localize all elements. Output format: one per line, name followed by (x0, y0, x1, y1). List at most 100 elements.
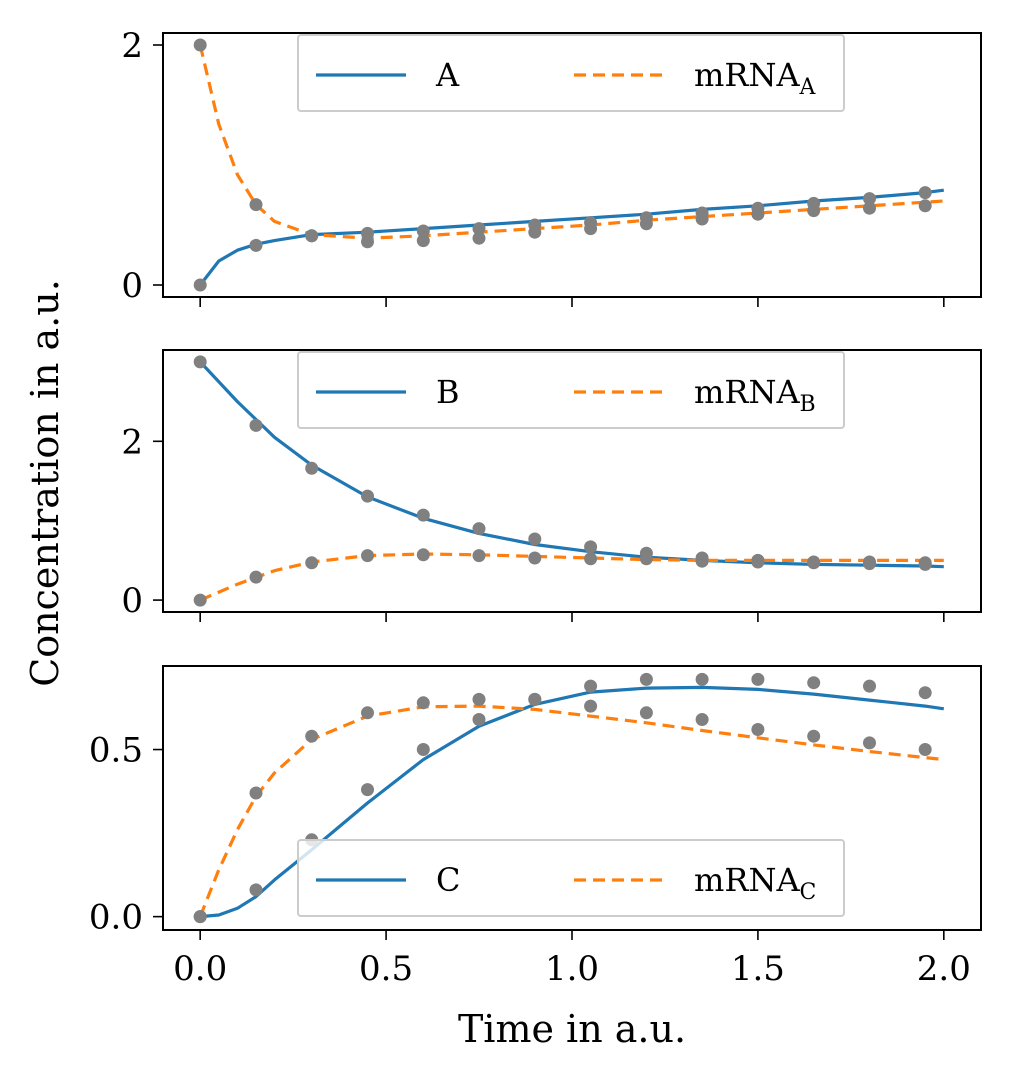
legend-label: mRNAB (694, 373, 816, 417)
legend-label: B (436, 373, 460, 411)
data-point (695, 713, 709, 726)
x-tick-label: 0.0 (173, 949, 227, 989)
data-point (416, 548, 430, 562)
data-point (639, 552, 653, 566)
data-point (472, 713, 486, 726)
data-point (584, 699, 598, 713)
data-point (361, 235, 374, 249)
data-point (751, 723, 765, 736)
data-point (751, 672, 765, 686)
data-point (918, 557, 932, 571)
data-point (695, 212, 709, 226)
data-point (472, 231, 486, 245)
data-point (584, 540, 598, 554)
data-point (193, 38, 207, 52)
series-line-mrna-a (198, 44, 944, 240)
data-point (193, 355, 207, 369)
legend-frame (297, 839, 845, 917)
legend-label: C (436, 861, 460, 899)
data-point (863, 201, 876, 215)
data-point (584, 222, 598, 236)
data-point (807, 729, 821, 743)
data-point (584, 679, 598, 693)
data-point (695, 554, 709, 568)
data-point (472, 549, 486, 563)
y-tick-label: 0.5 (89, 731, 143, 771)
data-point (361, 783, 374, 797)
data-point (305, 556, 319, 570)
series-line-c (200, 685, 945, 919)
data-point (305, 461, 319, 475)
data-point (863, 192, 876, 206)
data-point (193, 593, 207, 607)
legend-frame (297, 351, 845, 429)
data-point (695, 672, 709, 686)
data-point (472, 222, 486, 236)
x-tick-label: 0.5 (359, 949, 413, 989)
y-tick-label: 0 (121, 581, 143, 621)
data-point (249, 570, 263, 584)
data-point (863, 736, 876, 750)
data-point (249, 238, 263, 252)
data-point (584, 552, 598, 566)
x-axis-label: Time in a.u. (458, 1007, 686, 1051)
data-point (807, 556, 821, 570)
data-point (193, 278, 207, 292)
data-point (807, 204, 821, 218)
data-point (249, 418, 263, 432)
data-point (249, 883, 263, 897)
data-point (918, 686, 932, 700)
data-point (416, 224, 430, 238)
data-point (863, 679, 876, 693)
data-point (918, 743, 932, 756)
data-point (751, 555, 765, 569)
data-point (528, 532, 542, 546)
data-point (416, 234, 430, 248)
legend-label: mRNAC (694, 861, 816, 905)
data-point (305, 229, 319, 243)
data-point (193, 910, 207, 924)
data-point (361, 706, 374, 720)
data-point (249, 198, 263, 212)
data-point (751, 207, 765, 221)
data-point (639, 217, 653, 231)
legend-label: A (435, 56, 460, 94)
data-point (863, 557, 876, 571)
data-point (472, 522, 486, 536)
data-point (361, 489, 374, 503)
y-axis-label: Concentration in a.u. (23, 279, 67, 687)
data-point (416, 696, 430, 710)
data-point (918, 186, 932, 200)
legend-label: mRNAA (694, 56, 817, 100)
data-point (249, 786, 263, 800)
data-point (528, 692, 542, 706)
y-tick-label: 2 (121, 422, 143, 462)
series-line-mrna-c (198, 704, 944, 918)
data-point (305, 729, 319, 743)
data-point (918, 199, 932, 213)
y-tick-label: 0.0 (89, 898, 143, 938)
data-point (639, 706, 653, 720)
data-point (416, 508, 430, 522)
x-tick-label: 2.0 (917, 949, 971, 989)
data-point (807, 676, 821, 690)
data-point (472, 692, 486, 706)
data-point (528, 551, 542, 565)
data-point (528, 225, 542, 239)
x-tick-label: 1.0 (545, 949, 599, 989)
series-line-b (199, 360, 944, 569)
y-tick-label: 0 (121, 266, 143, 306)
data-point (416, 743, 430, 756)
y-tick-label: 2 (121, 26, 143, 66)
x-tick-label: 1.5 (731, 949, 785, 989)
data-point (639, 672, 653, 686)
series-line-mrna-b (199, 552, 944, 602)
